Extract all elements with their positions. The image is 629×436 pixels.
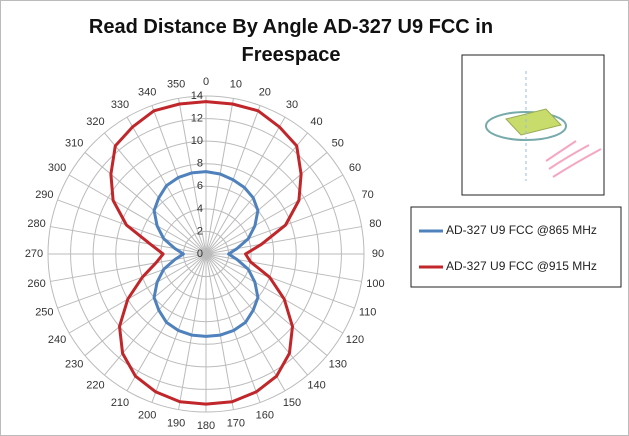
- angle-label: 280: [27, 218, 45, 230]
- spoke: [205, 226, 362, 255]
- angle-label: 180: [197, 420, 215, 432]
- spoke: [68, 253, 207, 334]
- angle-label: 0: [203, 76, 209, 88]
- angle-label: 270: [25, 248, 43, 260]
- spoke: [50, 226, 207, 255]
- angle-label: 250: [35, 307, 53, 319]
- series-line: [152, 170, 260, 338]
- radial-tick-label: 10: [191, 135, 203, 147]
- angle-label: 140: [307, 380, 325, 392]
- spoke: [178, 98, 207, 255]
- spoke: [205, 253, 261, 403]
- angle-label: 330: [111, 99, 129, 111]
- radial-tick-label: 12: [191, 112, 203, 124]
- angle-label: 40: [310, 116, 322, 128]
- angle-label: 220: [86, 380, 104, 392]
- spoke: [205, 253, 355, 309]
- legend-box: [410, 206, 622, 288]
- angle-label: 310: [65, 137, 83, 149]
- angle-label: 150: [283, 397, 301, 409]
- radial-tick-label: 0: [197, 248, 203, 260]
- angle-label: 240: [48, 334, 66, 346]
- radial-tick-label: 8: [197, 158, 203, 170]
- angle-label: 210: [111, 397, 129, 409]
- spoke: [205, 98, 234, 255]
- angle-label: 120: [346, 334, 364, 346]
- spoke: [205, 253, 362, 282]
- angle-label: 110: [359, 307, 377, 319]
- spoke: [57, 199, 207, 255]
- spoke: [205, 132, 308, 255]
- radial-tick-label: 14: [191, 90, 203, 102]
- series-line: [109, 100, 303, 406]
- spoke: [205, 152, 328, 255]
- spoke: [84, 253, 207, 356]
- angle-label: 350: [167, 79, 185, 91]
- chart-title: Read Distance By Angle AD-327 U9 FCC in …: [88, 16, 494, 66]
- angle-label: 170: [227, 417, 245, 429]
- angle-label: 80: [369, 218, 381, 230]
- angle-label: 10: [230, 79, 242, 91]
- angle-label: 300: [48, 162, 66, 174]
- spoke: [205, 253, 344, 334]
- angle-label: 200: [138, 410, 156, 422]
- spoke: [57, 253, 207, 309]
- angle-label: 160: [256, 410, 274, 422]
- angle-label: 20: [259, 86, 271, 98]
- spoke: [84, 152, 207, 255]
- angle-label: 340: [138, 86, 156, 98]
- spoke: [104, 132, 207, 255]
- angle-label: 260: [27, 278, 45, 290]
- spoke: [205, 199, 355, 255]
- spoke: [151, 105, 207, 255]
- antenna-illustration: [461, 54, 605, 196]
- spoke: [205, 174, 344, 255]
- radial-tick-label: 2: [197, 225, 203, 237]
- angle-label: 130: [329, 358, 347, 370]
- spoke: [104, 253, 207, 376]
- angle-label: 290: [35, 189, 53, 201]
- angle-label: 320: [86, 116, 104, 128]
- legend-label: AD-327 U9 FCC @865 MHz: [446, 223, 597, 237]
- spoke: [178, 253, 207, 410]
- radial-tick-label: 6: [197, 180, 203, 192]
- spoke: [205, 116, 286, 255]
- angle-label: 30: [286, 99, 298, 111]
- spoke: [68, 174, 207, 255]
- angle-label: 230: [65, 358, 83, 370]
- spoke: [205, 253, 234, 410]
- legend-label: AD-327 U9 FCC @915 MHz: [446, 259, 597, 273]
- angle-label: 70: [362, 189, 374, 201]
- angle-label: 100: [366, 278, 384, 290]
- spoke: [151, 253, 207, 403]
- spoke: [50, 253, 207, 282]
- angle-label: 90: [372, 248, 384, 260]
- angle-label: 190: [167, 417, 185, 429]
- angle-label: 60: [349, 162, 361, 174]
- spoke: [205, 253, 328, 356]
- angle-label: 50: [332, 137, 344, 149]
- spoke: [205, 253, 308, 376]
- radial-tick-label: 4: [197, 203, 203, 215]
